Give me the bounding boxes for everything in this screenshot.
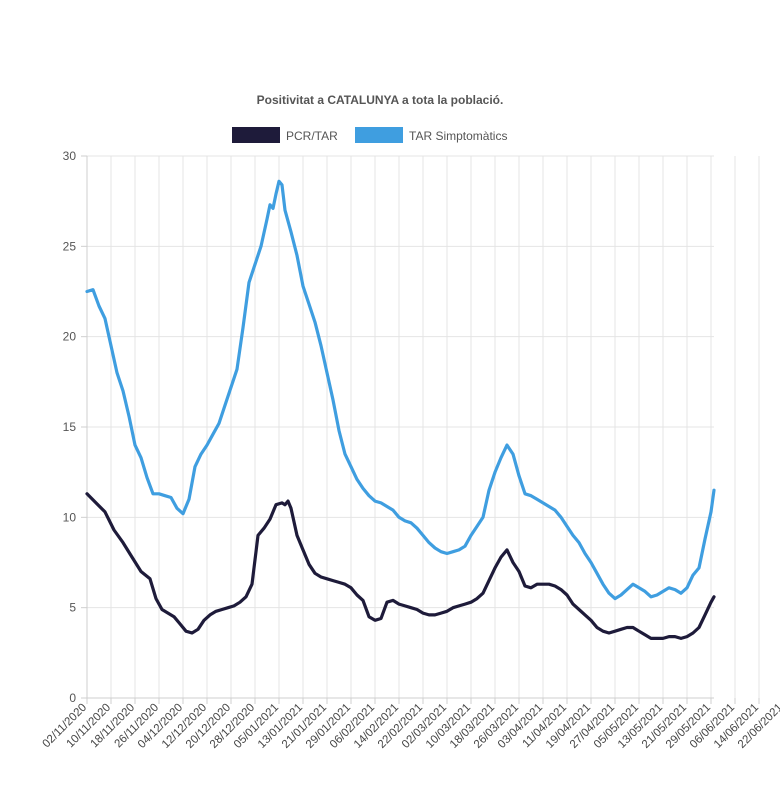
chart-title: Positivitat a CATALUNYA a tota la poblac…: [257, 93, 504, 107]
y-axis-ticks: 0 5 10 15 20 25 30: [63, 149, 87, 705]
y-tick-label: 20: [63, 330, 77, 344]
legend-swatch-tar-simptomatics: [355, 127, 403, 143]
legend: PCR/TAR TAR Simptomàtics: [232, 127, 507, 143]
series-layer: [85, 179, 716, 640]
series-line-tar-simptomatics[interactable]: [85, 179, 716, 601]
legend-item-tar-simptomatics[interactable]: TAR Simptomàtics: [355, 127, 507, 143]
y-tick-label: 25: [63, 239, 77, 253]
legend-label-pcr-tar: PCR/TAR: [286, 129, 338, 143]
y-tick-label: 0: [69, 691, 76, 705]
y-tick-label: 30: [63, 149, 77, 163]
y-gridlines: [87, 155, 714, 699]
legend-item-pcr-tar[interactable]: PCR/TAR: [232, 127, 338, 143]
y-tick-label: 5: [69, 601, 76, 615]
legend-label-tar-simptomatics: TAR Simptomàtics: [409, 129, 507, 143]
y-tick-label: 10: [63, 510, 77, 524]
y-tick-label: 15: [63, 420, 77, 434]
series-line-pcr-tar[interactable]: [85, 492, 716, 640]
x-axis-ticks: 02/11/202010/11/202018/11/202026/11/2020…: [41, 698, 780, 751]
legend-swatch-pcr-tar: [232, 127, 280, 143]
